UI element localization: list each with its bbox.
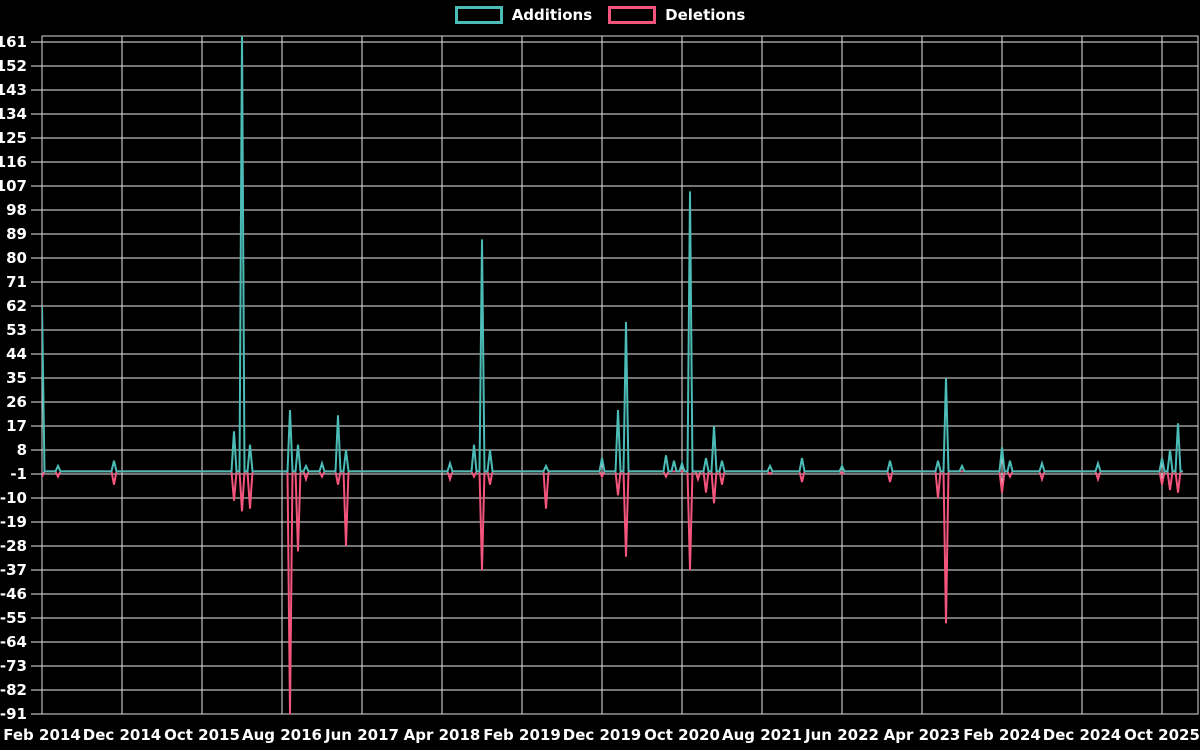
svg-text:116: 116 (0, 153, 27, 171)
svg-text:Feb 2024: Feb 2024 (963, 726, 1041, 744)
svg-text:98: 98 (6, 201, 27, 219)
svg-text:134: 134 (0, 105, 27, 123)
svg-text:Oct 2025: Oct 2025 (1124, 726, 1200, 744)
svg-text:125: 125 (0, 129, 27, 147)
svg-text:Aug 2021: Aug 2021 (722, 726, 802, 744)
svg-text:143: 143 (0, 81, 27, 99)
svg-text:17: 17 (6, 417, 27, 435)
svg-text:107: 107 (0, 177, 27, 195)
svg-text:Jun 2022: Jun 2022 (804, 726, 879, 744)
svg-text:Jun 2017: Jun 2017 (324, 726, 399, 744)
svg-text:89: 89 (6, 225, 27, 243)
additions-line (42, 36, 1183, 473)
svg-text:Apr 2018: Apr 2018 (404, 726, 481, 744)
svg-text:-37: -37 (0, 561, 27, 579)
svg-text:-46: -46 (0, 585, 27, 603)
svg-text:-73: -73 (0, 657, 27, 675)
svg-text:-19: -19 (0, 513, 27, 531)
legend-label-deletions: Deletions (665, 6, 746, 24)
svg-text:Feb 2014: Feb 2014 (3, 726, 81, 744)
svg-text:-28: -28 (0, 537, 27, 555)
svg-text:35: 35 (6, 369, 27, 387)
svg-text:Oct 2015: Oct 2015 (164, 726, 240, 744)
svg-text:71: 71 (6, 273, 27, 291)
svg-text:-10: -10 (0, 489, 27, 507)
additions-swatch-icon (454, 6, 503, 24)
legend-label-additions: Additions (511, 6, 593, 24)
svg-text:-82: -82 (0, 681, 27, 699)
svg-text:53: 53 (6, 321, 27, 339)
svg-text:Apr 2023: Apr 2023 (884, 726, 961, 744)
svg-text:26: 26 (6, 393, 27, 411)
svg-text:-91: -91 (0, 705, 27, 723)
svg-text:Feb 2019: Feb 2019 (483, 726, 561, 744)
svg-text:8: 8 (17, 441, 27, 459)
svg-text:Dec 2019: Dec 2019 (563, 726, 642, 744)
svg-text:-64: -64 (0, 633, 27, 651)
svg-text:62: 62 (6, 297, 27, 315)
chart-legend: Additions Deletions (0, 6, 1200, 24)
svg-text:Dec 2014: Dec 2014 (83, 726, 162, 744)
svg-text:161: 161 (0, 33, 27, 51)
deletions-swatch-icon (608, 6, 657, 24)
legend-item-additions[interactable]: Additions (454, 6, 593, 24)
svg-text:Oct 2020: Oct 2020 (644, 726, 720, 744)
svg-text:-1: -1 (10, 465, 27, 483)
svg-text:80: 80 (6, 249, 27, 267)
svg-text:-55: -55 (0, 609, 27, 627)
legend-item-deletions[interactable]: Deletions (608, 6, 745, 24)
svg-text:Dec 2024: Dec 2024 (1043, 726, 1122, 744)
svg-text:44: 44 (6, 345, 27, 363)
deletions-line (42, 470, 1183, 714)
svg-text:Aug 2016: Aug 2016 (242, 726, 322, 744)
svg-text:152: 152 (0, 57, 27, 75)
